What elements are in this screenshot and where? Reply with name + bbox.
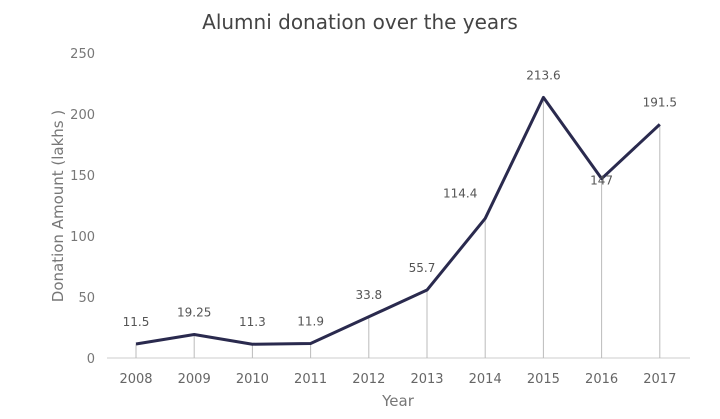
data-label: 191.5 (643, 95, 677, 109)
y-tick-label: 250 (70, 47, 95, 62)
data-line (135, 95, 661, 346)
y-tick-label: 0 (87, 352, 95, 367)
data-label: 11.3 (239, 315, 266, 329)
chart-title: Alumni donation over the years (202, 10, 518, 34)
x-tick-label: 2015 (527, 372, 560, 387)
data-label: 147 (590, 174, 613, 188)
data-label: 114.4 (443, 186, 477, 200)
x-tick-label: 2012 (352, 372, 385, 387)
data-label: 213.6 (526, 68, 560, 82)
x-tick-label: 2016 (585, 372, 618, 387)
data-label: 11.9 (297, 314, 324, 328)
x-tick-label: 2009 (178, 372, 211, 387)
y-tick-label: 150 (70, 169, 95, 184)
x-tick-label: 2010 (236, 372, 269, 387)
y-axis-label: Donation Amount (lakhs ) (49, 110, 67, 302)
y-tick-label: 200 (70, 108, 95, 123)
x-tick-label: 2011 (294, 372, 327, 387)
x-tick-label: 2008 (119, 372, 152, 387)
x-axis-label: Year (381, 392, 415, 410)
data-label: 19.25 (177, 306, 211, 320)
x-tick-label: 2017 (643, 372, 676, 387)
y-tick-label: 50 (78, 291, 95, 306)
data-label: 11.5 (123, 315, 150, 329)
data-label: 55.7 (409, 261, 436, 275)
y-tick-label: 100 (70, 230, 95, 245)
x-tick-label: 2013 (410, 372, 443, 387)
x-tick-label: 2014 (469, 372, 502, 387)
data-label: 33.8 (355, 288, 382, 302)
